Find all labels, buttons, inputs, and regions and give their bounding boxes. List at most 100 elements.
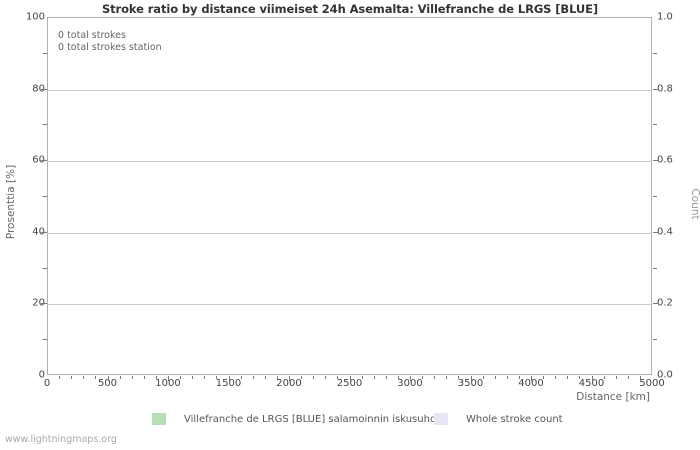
y-axis-left-label: Prosenttia [%] [5,164,17,240]
ytick-label-left-0: 0 [38,369,45,381]
legend-label-whole-stroke-count: Whole stroke count [466,413,563,425]
xtick-mark-4500 [591,376,593,381]
ytick-label-right-1.0: 1.0 [657,11,673,23]
plot-annotation: 0 total strokes 0 total strokes station [58,30,162,54]
ytick-label-left-100: 100 [25,11,45,23]
xtick-mark-minor [518,376,520,379]
xtick-label-1000: 1000 [155,378,181,389]
ytick-mark-right-0.7 [653,124,657,126]
y-axis-right-label: Count [689,188,700,220]
xtick-label-2000: 2000 [276,378,302,389]
xtick-mark-minor [204,376,206,379]
annotation-total-strokes: 0 total strokes [58,30,126,41]
ytick-mark-left-60 [41,160,47,162]
xtick-mark-minor [434,376,436,379]
xtick-mark-minor [373,376,375,379]
xtick-mark-minor [83,376,85,379]
ytick-mark-left-20 [41,303,47,305]
xtick-mark-minor [313,376,315,379]
xtick-mark-4000 [531,376,532,381]
xtick-mark-3500 [470,376,472,381]
gridline-y-80 [48,90,651,91]
ytick-mark-right-0.2 [653,303,659,305]
ytick-mark-left-80 [41,88,47,90]
xtick-mark-minor [458,376,460,379]
xtick-label-4000: 4000 [518,378,544,389]
xtick-mark-minor [59,376,61,379]
ytick-mark-right-0.1 [653,339,657,341]
xtick-mark-minor [95,376,97,379]
legend-swatch-lavender [434,413,448,425]
ytick-mark-left-90 [43,52,47,54]
xtick-mark-minor [446,376,448,379]
xtick-mark-minor [482,376,484,379]
ytick-label-left-40: 40 [32,226,45,238]
xtick-label-2500: 2500 [336,378,363,389]
ytick-label-right-0.6: 0.6 [657,154,673,166]
legend: Villefranche de LRGS [BLUE] salamoinnin … [0,412,700,428]
xtick-mark-2000 [289,376,290,381]
xtick-label-5000: 5000 [639,378,665,389]
xtick-mark-minor [385,376,387,379]
annotation-total-strokes-station: 0 total strokes station [58,42,162,53]
ytick-label-right-0.8: 0.8 [657,83,673,95]
legend-entry-station-ratio[interactable]: Villefranche de LRGS [BLUE] salamoinnin … [152,412,442,426]
xtick-mark-minor [180,376,182,379]
ytick-mark-right-0.8 [653,88,659,90]
xtick-mark-minor [71,376,73,379]
xtick-mark-1500 [228,376,230,381]
ytick-label-left-20: 20 [32,297,45,309]
ytick-mark-left-50 [43,196,47,197]
ytick-mark-left-30 [43,267,47,269]
legend-label-station-ratio: Villefranche de LRGS [BLUE] salamoinnin … [184,413,443,425]
xtick-mark-2500 [349,376,351,381]
page-title: Stroke ratio by distance viimeiset 24h A… [101,2,599,16]
xtick-mark-minor [240,376,242,379]
xtick-mark-minor [579,376,581,379]
xtick-label-500: 500 [97,378,118,389]
ytick-label-right-0.4: 0.4 [657,226,673,238]
xtick-label-3000: 3000 [397,378,423,389]
legend-swatch-green [152,413,166,425]
xtick-mark-minor [131,376,133,379]
ytick-label-right-0.0: 0.0 [657,369,673,381]
ytick-mark-right-0.5 [653,196,657,197]
xtick-mark-minor [337,376,339,379]
xtick-mark-minor [627,376,629,379]
plot-area: 0 total strokes 0 total strokes station [47,17,652,375]
gridline-y-60 [48,161,651,162]
xtick-mark-minor [155,376,157,379]
gridline-y-40 [48,233,651,234]
watermark: www.lightningmaps.org [5,434,117,445]
ytick-mark-right-0.3 [653,267,657,269]
xtick-mark-minor [603,376,605,379]
xtick-label-4500: 4500 [578,378,605,389]
ytick-mark-right-0.9 [653,52,657,54]
xtick-mark-1000 [168,376,169,381]
xtick-mark-minor [119,376,121,379]
xtick-mark-minor [216,376,218,379]
ytick-mark-right-0.4 [653,231,659,233]
xtick-mark-minor [276,376,278,379]
ytick-mark-left-40 [41,231,47,233]
xtick-mark-minor [506,376,508,379]
ytick-label-right-0.2: 0.2 [657,297,673,309]
xtick-mark-500 [107,376,109,381]
gridline-y-20 [48,304,651,305]
legend-entry-whole-stroke-count[interactable]: Whole stroke count [434,412,563,426]
ytick-mark-right-0.6 [653,160,659,162]
x-axis-label: Distance [km] [576,391,650,403]
xtick-label-0: 0 [43,378,51,389]
xtick-mark-minor [192,376,194,379]
xtick-mark-minor [252,376,254,379]
xtick-mark-minor [325,376,327,379]
xtick-mark-minor [301,376,303,379]
xtick-mark-minor [567,376,569,379]
ytick-mark-left-10 [43,339,47,341]
xtick-mark-minor [397,376,399,379]
ytick-label-left-60: 60 [32,154,45,166]
xtick-mark-minor [361,376,363,379]
xtick-mark-minor [639,376,641,379]
xtick-mark-minor [543,376,545,379]
xtick-label-3500: 3500 [457,378,484,389]
